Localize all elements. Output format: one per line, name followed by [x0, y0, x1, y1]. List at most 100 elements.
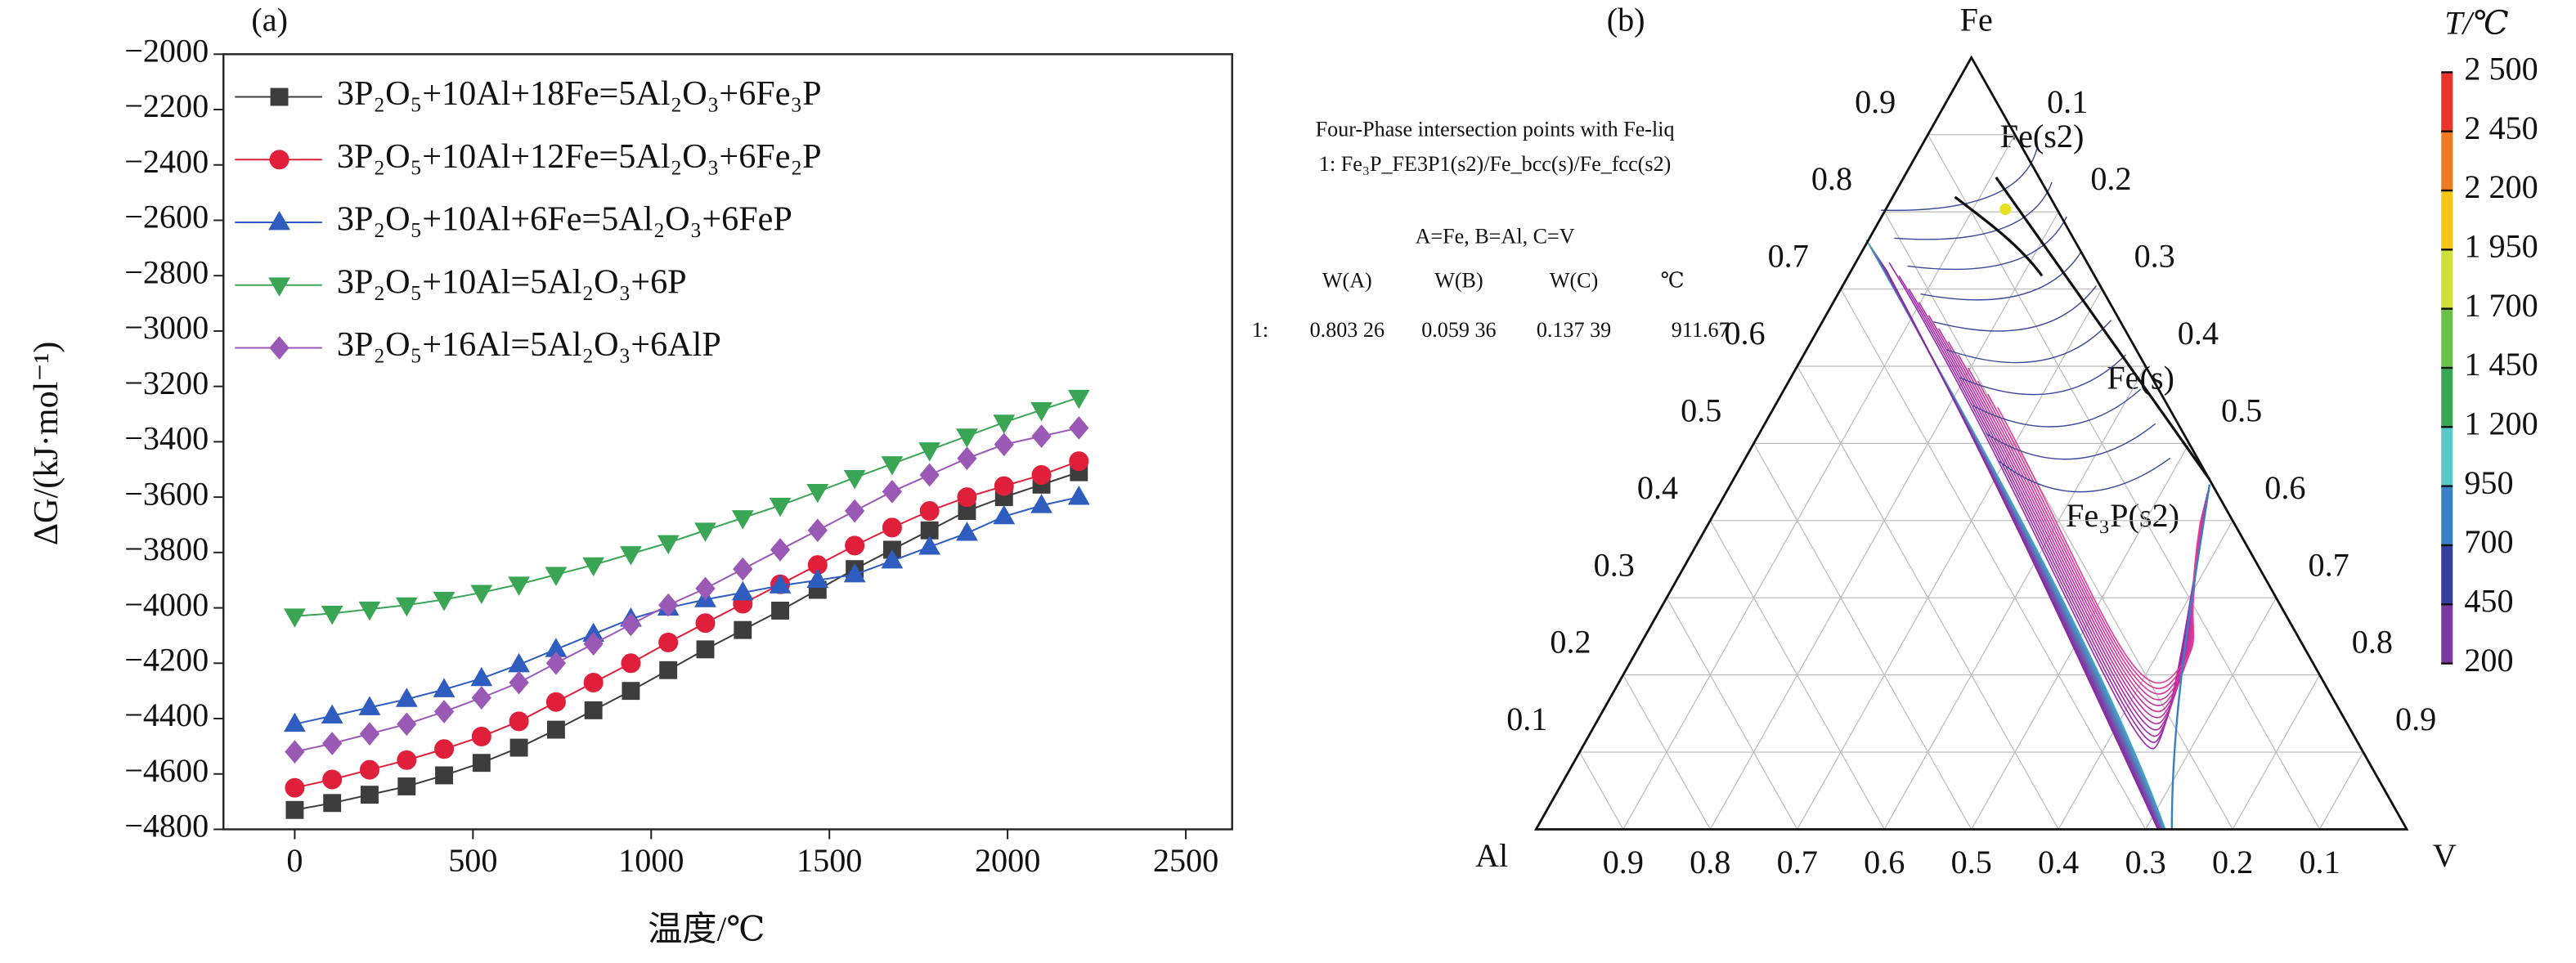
data-point	[397, 712, 417, 737]
table-header: ℃	[1660, 269, 1684, 293]
axis-tick-label: 0.3	[2125, 844, 2166, 880]
table-row-label: 1:	[1252, 318, 1268, 342]
grid-line	[1622, 134, 2016, 830]
table-value: 0.137 39	[1537, 318, 1611, 342]
data-point	[807, 518, 828, 543]
table-value: 0.059 36	[1421, 318, 1496, 342]
data-point	[359, 759, 379, 780]
axis-tick-label: 0.8	[1690, 844, 1730, 880]
data-point	[695, 613, 716, 634]
data-point	[918, 442, 941, 462]
data-point	[844, 499, 865, 523]
colorbar-tick-label: 200	[2464, 642, 2513, 679]
grid-line	[1666, 597, 1798, 830]
data-point	[957, 487, 977, 508]
data-point	[845, 535, 865, 556]
data-point	[696, 640, 715, 659]
data-point	[583, 673, 604, 692]
axis-tick-label: 0.5	[1681, 392, 1721, 428]
colorbar-tick-label: 2 200	[2464, 168, 2538, 205]
axis-tick-label: 0.1	[2047, 83, 2088, 120]
annotation-subtitle: 1: Fe₃P_FE3P1(s2)/Fe_bcc(s)/Fe_fcc(s2)	[1319, 152, 1671, 176]
axis-tick-label: 0.4	[1637, 469, 1678, 506]
data-point	[321, 704, 343, 724]
phase-boundary	[1954, 195, 2044, 277]
data-point	[771, 602, 789, 620]
colorbar-band	[2441, 308, 2453, 369]
axis-tick-label: 0.9	[2395, 701, 2436, 737]
y-tick-label: −3200	[124, 365, 209, 401]
data-point	[658, 593, 679, 617]
vertex-label: V	[2433, 837, 2457, 874]
data-point	[621, 653, 641, 674]
data-point	[882, 479, 903, 504]
axis-tick-label: 0.6	[2264, 469, 2305, 506]
legend-label: 3P₂O₅+10Al+18Fe=5Al₂O₃+6Fe₃P	[337, 74, 822, 113]
table-header: W(B)	[1434, 269, 1483, 293]
data-point	[284, 712, 306, 732]
contour	[1885, 269, 2159, 830]
axis-tick-label: 0.2	[1550, 624, 1591, 661]
colorbar-tick-label: 1 950	[2464, 228, 2538, 265]
grid-line	[1797, 365, 2059, 830]
axis-tick-label: 0.9	[1603, 844, 1644, 880]
table-value: 0.803 26	[1310, 318, 1384, 342]
data-point	[843, 562, 866, 583]
phase-label: Fe(s2)	[2000, 118, 2085, 155]
contour	[1959, 354, 2127, 396]
table-value: 911.67	[1672, 318, 1730, 342]
phase-label: Fe₃P(s2)	[2066, 497, 2179, 534]
data-point	[321, 605, 343, 625]
vertex-label: Al	[1475, 837, 1508, 874]
data-point	[358, 601, 381, 621]
series-line	[294, 396, 1079, 617]
data-point	[956, 428, 978, 448]
data-point	[806, 483, 829, 504]
contour	[1986, 423, 2156, 460]
legend-marker	[270, 87, 289, 106]
data-point	[471, 727, 491, 747]
data-point	[770, 538, 791, 562]
annotation-title: Four-Phase intersection points with Fe-l…	[1316, 118, 1675, 141]
panel-label: (a)	[251, 1, 288, 38]
data-point	[285, 777, 305, 798]
grid-line	[1927, 134, 2321, 830]
data-point	[433, 700, 455, 723]
axis-tick-label: 0.8	[1811, 160, 1852, 197]
data-point	[546, 720, 565, 739]
colorbar-tick-label: 2 450	[2464, 110, 2538, 146]
data-point	[509, 670, 529, 695]
grid-line	[1579, 751, 1624, 830]
legend-marker	[268, 277, 290, 297]
y-tick-label: −2800	[124, 253, 209, 290]
data-point	[470, 585, 493, 605]
axis-tick-label: 0.1	[2299, 844, 2340, 880]
legend-label: 3P₂O₅+10Al+12Fe=5Al₂O₃+6Fe₂P	[337, 137, 822, 176]
y-tick-label: −3800	[124, 531, 209, 567]
data-point	[734, 620, 752, 639]
axis-tick-label: 0.3	[2134, 238, 2175, 275]
colorbar-title: T/℃	[2444, 4, 2508, 41]
colorbar-band	[2441, 427, 2453, 487]
grid-line	[1840, 289, 2147, 830]
data-point	[323, 794, 342, 813]
legend-marker	[268, 210, 290, 231]
data-point	[433, 678, 456, 697]
y-tick-label: −3400	[124, 420, 209, 457]
colorbar-band	[2441, 131, 2453, 192]
data-point	[583, 632, 604, 656]
colorbar-band	[2441, 72, 2453, 132]
y-tick-label: −2400	[124, 143, 209, 180]
intersection-point	[1999, 204, 2012, 216]
panel-label: (b)	[1607, 1, 1645, 38]
axis-tick-label: 0.1	[1506, 701, 1547, 737]
contour	[1999, 457, 2171, 493]
colorbar-tick-label: 1 450	[2464, 346, 2538, 383]
data-point	[843, 470, 866, 490]
data-point	[397, 777, 416, 795]
data-point	[769, 497, 792, 517]
grid-line	[1752, 443, 1972, 830]
data-point	[509, 738, 528, 757]
axis-tick-label: 0.6	[1724, 315, 1765, 352]
legend-marker	[269, 150, 289, 170]
